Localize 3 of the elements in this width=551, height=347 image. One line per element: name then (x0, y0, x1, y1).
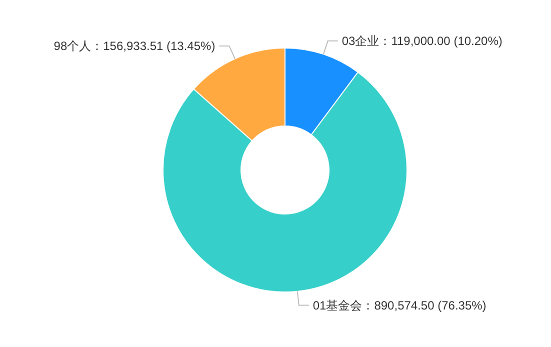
slice-label: 01基金会：890,574.50 (76.35%) (312, 298, 486, 312)
slice-label: 98个人：156,933.51 (13.45%) (54, 38, 216, 53)
slice-label: 03企业：119,000.00 (10.20%) (342, 34, 502, 48)
